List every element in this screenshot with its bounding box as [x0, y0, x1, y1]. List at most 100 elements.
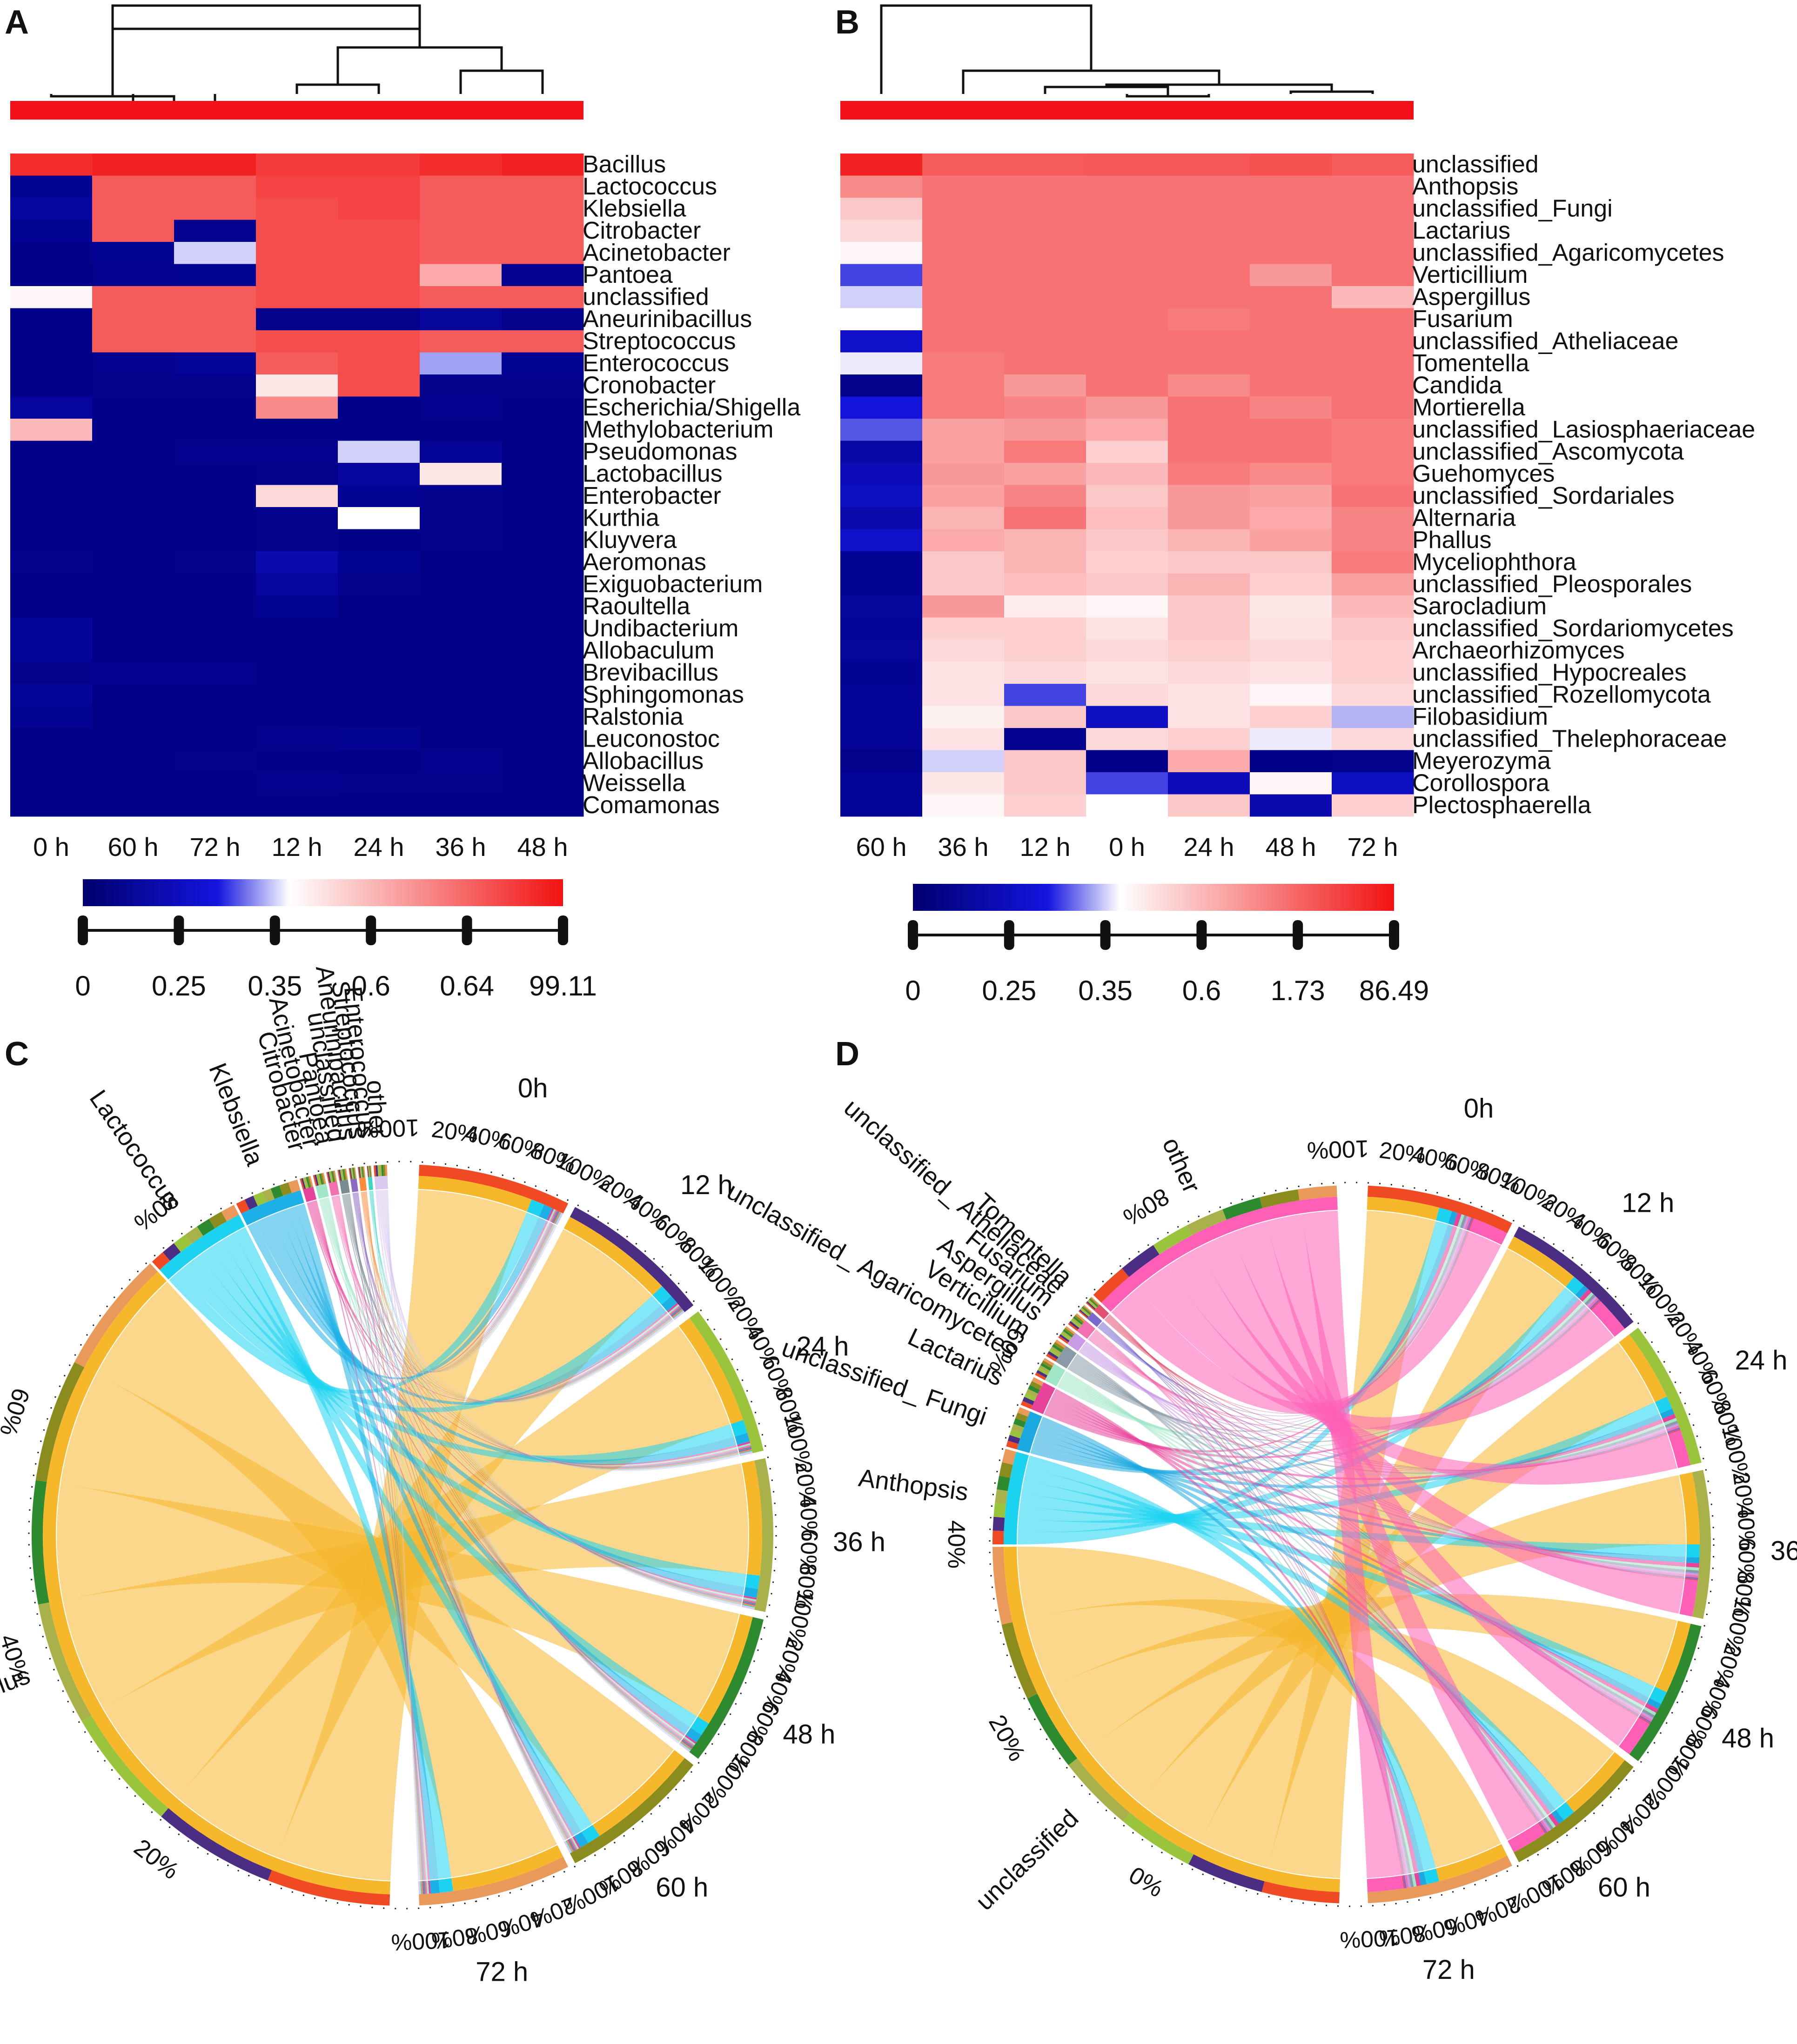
- heatmap-cell: [92, 485, 174, 508]
- heatmap-cell: [256, 308, 338, 331]
- taxon-inner-arc: [359, 1177, 367, 1191]
- taxon-outer-segment: [332, 1170, 336, 1182]
- row-label: Allobacillus: [583, 748, 704, 775]
- taxon-outer-segment: [385, 1164, 388, 1176]
- taxon-outer-segment: [161, 1808, 272, 1881]
- taxon-inner-arc: [1031, 1382, 1055, 1415]
- taxon-outer-segment: [319, 1173, 323, 1185]
- heatmap-cell: [338, 661, 420, 684]
- heatmap-cell: [1332, 485, 1414, 508]
- heatmap-cell: [840, 352, 923, 375]
- ring-percent-tick: 100%: [357, 1114, 420, 1143]
- chord-ribbon: [1019, 1493, 1686, 1557]
- taxon-outer-segment: [373, 1165, 376, 1177]
- heatmap-cell: [840, 794, 923, 817]
- heatmap-cell: [174, 374, 256, 397]
- taxon-outer-segment: [1088, 1299, 1098, 1308]
- sample-inner-segment: [1638, 1716, 1650, 1724]
- heatmap-cell: [1086, 374, 1168, 397]
- heatmap-cell: [1004, 419, 1086, 441]
- sample-inner-segment: [731, 1420, 748, 1437]
- heatmap-cell: [1168, 684, 1250, 706]
- taxon-outer-segment: [383, 1164, 386, 1176]
- sample-inner-segment: [422, 1881, 424, 1894]
- heatmap-cell: [10, 441, 93, 463]
- heatmap-cell: [1004, 154, 1086, 176]
- row-label: Filobasidium: [1412, 703, 1548, 730]
- heatmap-cell: [420, 154, 502, 176]
- heatmap-cell: [338, 507, 420, 529]
- heatmap-cell: [256, 573, 338, 596]
- heatmap-cell: [502, 772, 584, 795]
- heatmap-cell: [502, 661, 584, 684]
- column-label: 48 h: [1266, 832, 1316, 862]
- heatmap-cell: [922, 551, 1005, 574]
- taxon-outer-segment: [1091, 1296, 1100, 1306]
- heatmap-cell: [92, 441, 174, 463]
- heatmap-cell: [1332, 706, 1414, 728]
- taxon-outer-segment: [288, 1179, 301, 1193]
- column-label: 0 h: [1109, 832, 1145, 862]
- sample-inner-segment: [673, 1310, 685, 1321]
- column-label: 24 h: [354, 832, 404, 862]
- heatmap-cell: [1086, 352, 1168, 375]
- taxon-outer-segment: [1038, 1367, 1049, 1376]
- sample-inner-segment: [739, 1450, 752, 1454]
- heatmap-cell: [420, 485, 502, 508]
- scale-tick: [1100, 920, 1111, 950]
- heatmap-cell: [256, 507, 338, 529]
- taxon-outer-segment: [1065, 1326, 1076, 1335]
- heatmap-cell: [256, 419, 338, 441]
- heatmap-cell: [10, 728, 93, 750]
- taxon-outer-segment: [1153, 1225, 1192, 1255]
- heatmap-cell: [1086, 617, 1168, 640]
- row-label: Myceliophthora: [1412, 549, 1576, 576]
- heatmap-cell: [922, 396, 1005, 419]
- sample-inner-segment: [425, 1881, 428, 1894]
- heatmap-cell: [1086, 507, 1168, 529]
- heatmap-cell: [922, 374, 1005, 397]
- sample-inner-segment: [1589, 1299, 1600, 1309]
- heatmap-cell: [1250, 264, 1332, 287]
- taxon-label: Anthopsis: [857, 1464, 970, 1506]
- heatmap-cell: [1250, 661, 1332, 684]
- sample-inner-segment: [1668, 1430, 1691, 1468]
- taxon-outer-segment: [370, 1165, 372, 1177]
- sample-outer-arc: [570, 1207, 694, 1312]
- taxon-inner-arc: [1045, 1363, 1066, 1387]
- heatmap-cell: [1004, 352, 1086, 375]
- sample-inner-segment: [548, 1209, 556, 1222]
- sample-inner-segment: [1668, 1429, 1681, 1435]
- chord-ribbon: [1167, 1248, 1677, 1485]
- sample-inner-segment: [1667, 1427, 1680, 1433]
- heatmap-cell: [338, 551, 420, 574]
- heatmap-cell: [1004, 728, 1086, 750]
- taxon-outer-segment: [268, 1870, 390, 1906]
- heatmap-cell: [92, 661, 174, 684]
- sample-outer-arc: [689, 1311, 764, 1453]
- taxon-outer-segment: [1072, 1317, 1082, 1327]
- sample-inner-segment: [1411, 1873, 1417, 1887]
- column-label: 48 h: [517, 832, 568, 862]
- row-label: Weissella: [583, 770, 686, 797]
- heatmap-cell: [502, 396, 584, 419]
- sample-inner-segment: [1679, 1579, 1698, 1617]
- taxon-outer-segment: [1052, 1344, 1063, 1353]
- heatmap-cell: [256, 684, 338, 706]
- row-label: unclassified_Hypocreales: [1412, 659, 1687, 686]
- row-label: Fusarium: [1412, 306, 1513, 333]
- sample-inner-segment: [739, 1449, 752, 1454]
- sample-inner-segment: [1543, 1817, 1554, 1830]
- sample-inner-segment: [1685, 1570, 1699, 1574]
- sample-inner-segment: [742, 1603, 756, 1607]
- taxon-outer-segment: [81, 1715, 168, 1817]
- sample-inner-segment: [1655, 1621, 1691, 1692]
- row-label: Raoultella: [583, 593, 690, 620]
- heatmap-cell: [1086, 750, 1168, 773]
- sample-inner-segment: [1640, 1713, 1652, 1722]
- heatmap-cell: [174, 507, 256, 529]
- heatmap-cell: [502, 175, 584, 198]
- sample-inner-segment: [679, 1743, 691, 1752]
- heatmap-cell: [174, 640, 256, 662]
- heatmap-cell: [1086, 772, 1168, 795]
